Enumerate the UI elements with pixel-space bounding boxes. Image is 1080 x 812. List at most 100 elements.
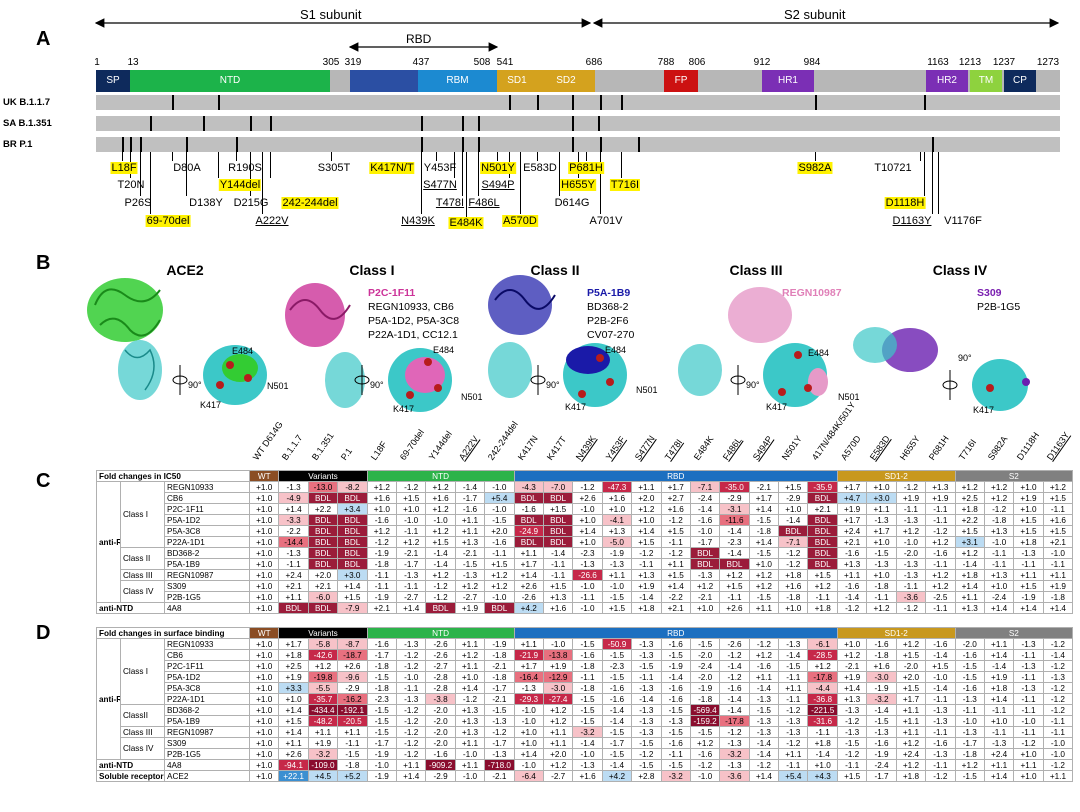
column-header: L18F bbox=[368, 439, 389, 462]
heatmap-cell: -1.5 bbox=[454, 558, 486, 570]
heatmap-cell: -1.6 bbox=[484, 536, 515, 548]
heatmap-cell: +2.1 bbox=[660, 602, 691, 614]
table-row: P2B-1G5 +1.0 +1.1 -6.0 +1.5 -1.9 -2.7 -1.2 -2.7-… bbox=[97, 591, 1074, 603]
antibody-name: REGN10933, CB6 bbox=[368, 301, 454, 313]
heatmap-cell: -1.0 bbox=[1013, 715, 1044, 727]
heatmap-cell: -1.1 bbox=[925, 759, 956, 771]
heatmap-cell: -1.1 bbox=[925, 558, 956, 570]
heatmap-cell: +1.4 bbox=[395, 770, 427, 782]
antibody-row-label: P2B-1G5 bbox=[163, 748, 251, 760]
heatmap-cell: -1.6 bbox=[836, 580, 868, 592]
heatmap-cell: -1.1 bbox=[866, 591, 897, 603]
antibody-row-label: S309 bbox=[163, 737, 251, 749]
heatmap-cell: -1.2 bbox=[778, 737, 809, 749]
heatmap-cell: -1.1 bbox=[572, 671, 603, 683]
heatmap-cell: +2.6 bbox=[278, 748, 309, 760]
heatmap-cell: -2.1 bbox=[484, 770, 515, 782]
heatmap-cell: -1.3 bbox=[866, 726, 897, 738]
mutation-label: A570D bbox=[502, 215, 538, 227]
mutation-tick bbox=[462, 137, 464, 152]
heatmap-cell: -2.7 bbox=[454, 591, 486, 603]
heatmap-cell: -1.5 bbox=[660, 759, 691, 771]
domain-hr1: HR1 bbox=[762, 70, 814, 92]
mutation-tick bbox=[932, 137, 934, 152]
heatmap-cell: +5.4 bbox=[778, 770, 809, 782]
mutation-tick bbox=[638, 137, 640, 152]
heatmap-cell: -1.2 bbox=[395, 748, 427, 760]
heatmap-cell: -1.3 bbox=[278, 481, 309, 493]
heatmap-cell: +1.0 bbox=[1013, 481, 1044, 493]
heatmap-cell: +1.5 bbox=[954, 525, 985, 537]
heatmap-cell: -1.3 bbox=[395, 693, 427, 705]
domain-rbm: RBM bbox=[418, 70, 497, 92]
heatmap-cell: BDL bbox=[807, 547, 838, 559]
heatmap-cell: -1.2 bbox=[425, 591, 456, 603]
heatmap-cell: +1.2 bbox=[395, 536, 427, 548]
heatmap-cell: -1.6 bbox=[601, 693, 633, 705]
heatmap-cell: -1.2 bbox=[395, 660, 427, 672]
heatmap-cell: -2.4 bbox=[689, 492, 721, 504]
heatmap-cell: -1.6 bbox=[689, 748, 721, 760]
column-header: N501Y bbox=[779, 433, 804, 462]
column-header: D1118H bbox=[1015, 430, 1042, 462]
heatmap-cell: -1.9 bbox=[601, 547, 633, 559]
heatmap-cell: -1.1 bbox=[631, 671, 662, 683]
heatmap-cell: -1.4 bbox=[660, 671, 691, 683]
mutation-tick bbox=[509, 95, 511, 110]
heatmap-cell: +1.5 bbox=[1013, 580, 1044, 592]
heatmap-cell: -1.5 bbox=[954, 660, 985, 672]
domain-hr2: HR2 bbox=[926, 70, 968, 92]
heatmap-cell: +1.0 bbox=[778, 503, 809, 515]
heatmap-cell: -1.1 bbox=[1013, 649, 1044, 661]
mutation-tick bbox=[462, 116, 464, 131]
heatmap-cell: +1.1 bbox=[542, 726, 574, 738]
heatmap-cell: -2.2 bbox=[278, 525, 309, 537]
heatmap-cell: -1.5 bbox=[689, 638, 721, 650]
position-number: 912 bbox=[753, 57, 771, 68]
heatmap-cell: -1.4 bbox=[983, 660, 1015, 672]
heatmap-cell: -1.1 bbox=[1013, 558, 1044, 570]
mutation-label: Y144del bbox=[218, 179, 262, 191]
heatmap-cell: -1.1 bbox=[778, 671, 809, 683]
position-number: 541 bbox=[496, 57, 514, 68]
heatmap-cell: -1.2 bbox=[925, 770, 956, 782]
heatmap-cell: +1.4 bbox=[748, 770, 780, 782]
heatmap-cell: +1.2 bbox=[484, 569, 515, 581]
heatmap-cell: +1.8 bbox=[807, 737, 838, 749]
heatmap-cell: -2.4 bbox=[866, 759, 897, 771]
heatmap-cell: +1.1 bbox=[1042, 569, 1074, 581]
heatmap-cell: -1.1 bbox=[925, 503, 956, 515]
heatmap-cell: -1.4 bbox=[748, 748, 780, 760]
heatmap-cell: +1.5 bbox=[925, 660, 956, 672]
heatmap-cell: +2.5 bbox=[954, 492, 985, 504]
position-number: 1 bbox=[94, 57, 100, 68]
heatmap-cell: +1.2 bbox=[631, 503, 662, 515]
antibody-row-label: BD368-2 bbox=[163, 704, 251, 716]
mutation-tick bbox=[621, 95, 623, 110]
heatmap-cell: -1.6 bbox=[454, 503, 486, 515]
column-header: F486L bbox=[721, 435, 745, 462]
heatmap-cell: -1.5 bbox=[601, 726, 633, 738]
heatmap-cell: +1.2 bbox=[866, 602, 897, 614]
heatmap-cell: -1.8 bbox=[366, 558, 397, 570]
subunit-arrows bbox=[94, 18, 1060, 52]
heatmap-cell: -6.4 bbox=[513, 770, 544, 782]
heatmap-cell: +1.1 bbox=[895, 715, 927, 727]
heatmap-cell: -1.8 bbox=[983, 514, 1015, 526]
heatmap-cell: -1.0 bbox=[572, 748, 603, 760]
row-group-label: anti-RBD bbox=[96, 481, 121, 603]
mutation-label: V1176F bbox=[944, 215, 982, 227]
heatmap-cell: +1.2 bbox=[425, 525, 456, 537]
mutation-label: D614G bbox=[554, 197, 590, 209]
class-label: ClassII bbox=[120, 704, 165, 727]
heatmap-cell: +2.1 bbox=[836, 536, 868, 548]
heatmap-cell: -1.4 bbox=[601, 759, 633, 771]
heatmap-cell: -434.4 bbox=[307, 704, 339, 716]
leader-line bbox=[920, 152, 921, 161]
heatmap-cell: -1.8 bbox=[484, 649, 515, 661]
heatmap-cell: +1.3 bbox=[983, 525, 1015, 537]
strain-label-sa: SA B.1.351 bbox=[3, 118, 52, 129]
heatmap-cell: -1.3 bbox=[572, 558, 603, 570]
heatmap-cell: +1.2 bbox=[748, 649, 780, 661]
heatmap-cell: -35.9 bbox=[807, 481, 838, 493]
